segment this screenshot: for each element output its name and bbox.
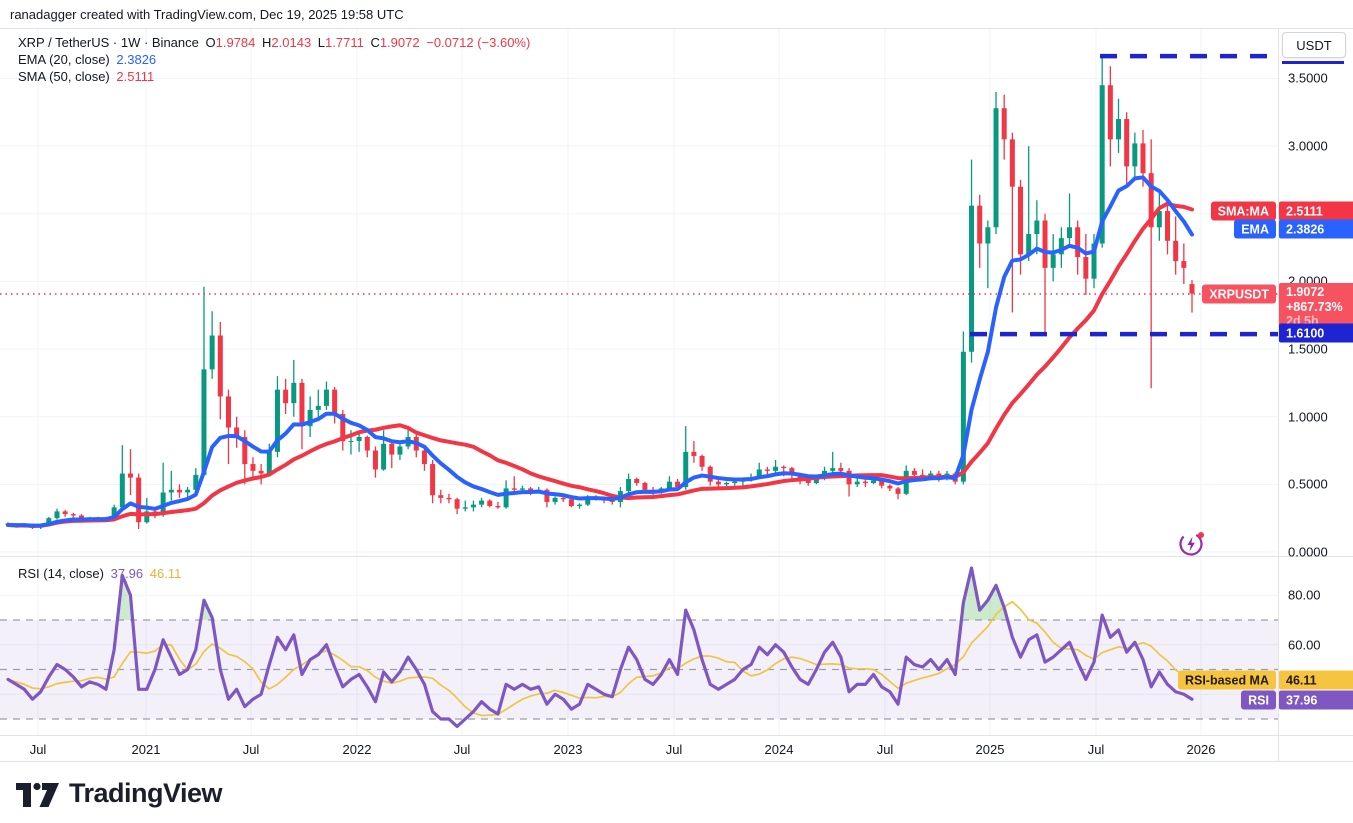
ohlc-close-label: C	[370, 35, 380, 50]
tradingview-logo-text: TradingView	[69, 777, 223, 808]
tradingview-logo-mark	[16, 782, 59, 807]
rsi-lines	[6, 566, 1194, 729]
ema-axis-label: EMA	[1234, 219, 1276, 239]
ohlc-low-label: L	[317, 35, 326, 50]
rsi-legend-value: 37.96	[110, 566, 144, 581]
price-gridlines	[0, 77, 1278, 553]
time-tick-label: Jul	[242, 742, 260, 757]
notification-dot	[1198, 532, 1204, 538]
last-price-change: +867.73%	[1286, 299, 1343, 314]
time-tick-label: 2021	[131, 742, 161, 757]
ohlc-low-value: 1.7711	[325, 35, 364, 50]
price-tick-label: 0.0000	[1288, 544, 1328, 560]
time-tick-label: 2024	[764, 742, 794, 757]
ema-legend[interactable]: EMA (20, close) 2.3826	[18, 52, 159, 67]
ema-legend-value: 2.3826	[116, 52, 157, 67]
rsi-band	[0, 619, 1278, 720]
currency-toggle-button[interactable]: USDT	[1282, 32, 1346, 58]
time-tick-label: 2023	[553, 742, 583, 757]
sma-legend-value: 2.5111	[116, 69, 155, 84]
ohlc-high-value: 2.0143	[271, 35, 312, 50]
symbol-title[interactable]: XRP / TetherUS · 1W · Binance	[18, 35, 199, 50]
last-price-value: 1.9072	[1286, 285, 1325, 299]
time-tick-label: Jul	[665, 742, 683, 757]
time-tick-label: 2022	[342, 742, 372, 757]
ohlc-open-value: 1.9784	[215, 35, 256, 50]
rsi-axis-label: RSI	[1241, 690, 1276, 710]
ema-legend-label: EMA (20, close)	[18, 52, 110, 67]
time-tick-label: 2026	[1186, 742, 1216, 757]
support-level-badge: 1.6100	[1279, 323, 1353, 343]
rsi-ma-axis-value: 46.11	[1279, 670, 1353, 690]
time-tick-label: Jul	[453, 742, 471, 757]
change-value: −0.0712 (−3.60%)	[426, 35, 531, 50]
rsi-tick-label: 60.00	[1288, 637, 1321, 653]
ohlc-open-label: O	[205, 35, 216, 50]
time-tick-label: Jul	[1087, 742, 1105, 757]
rsi-legend-label: RSI (14, close)	[18, 566, 104, 581]
price-tick-label: 3.5000	[1288, 70, 1328, 86]
rsi-ma-legend-value: 46.11	[149, 566, 182, 581]
frame-bottom	[0, 761, 1353, 762]
time-tick-label: Jul	[876, 742, 894, 757]
rsi-axis-value: 37.96	[1279, 690, 1353, 710]
time-tick-label: Jul	[29, 742, 47, 757]
price-tick-label: 3.0000	[1288, 138, 1328, 154]
ema-axis-value: 2.3826	[1279, 219, 1353, 239]
pane-divider[interactable]	[0, 556, 1353, 557]
vertical-gridlines	[37, 29, 1202, 735]
frame-top	[0, 28, 1353, 29]
rsi-overbought-fill	[117, 568, 1104, 620]
rsi-ma-axis-label: RSI-based MA	[1177, 670, 1276, 690]
sma-axis-label: SMA:MA	[1210, 201, 1276, 221]
time-tick-label: 2025	[975, 742, 1005, 757]
ohlc-close-value: 1.9072	[379, 35, 420, 50]
resistance-level-axis-marker	[1282, 61, 1344, 64]
attribution-text: ranadagger created with TradingView.com,…	[10, 7, 404, 22]
symbol-legend[interactable]: XRP / TetherUS · 1W · Binance O1.9784 H2…	[18, 35, 533, 50]
time-axis-border	[0, 735, 1353, 736]
sma-legend-label: SMA (50, close)	[18, 69, 110, 84]
ohlc-high-label: H	[262, 35, 272, 50]
flash-icon-ring	[1179, 532, 1203, 556]
price-tick-label: 0.5000	[1288, 476, 1328, 492]
candles-group[interactable]	[5, 56, 1195, 529]
price-tick-label: 1.5000	[1288, 341, 1328, 357]
sma-axis-value: 2.5111	[1279, 201, 1353, 221]
sma-legend[interactable]: SMA (50, close) 2.5111	[18, 69, 157, 84]
rsi-tick-label: 80.00	[1288, 587, 1321, 603]
price-scale-border	[1278, 28, 1279, 761]
tradingview-logo[interactable]: TradingView	[16, 776, 223, 810]
ma-overlays	[6, 175, 1194, 528]
flash-news-icon[interactable]	[1178, 529, 1206, 557]
rsi-legend[interactable]: RSI (14, close) 37.96 46.11	[18, 566, 184, 581]
price-tick-label: 1.0000	[1288, 409, 1328, 425]
lightning-bolt-icon	[1187, 536, 1195, 552]
symbol-axis-label: XRPUSDT	[1202, 284, 1276, 304]
